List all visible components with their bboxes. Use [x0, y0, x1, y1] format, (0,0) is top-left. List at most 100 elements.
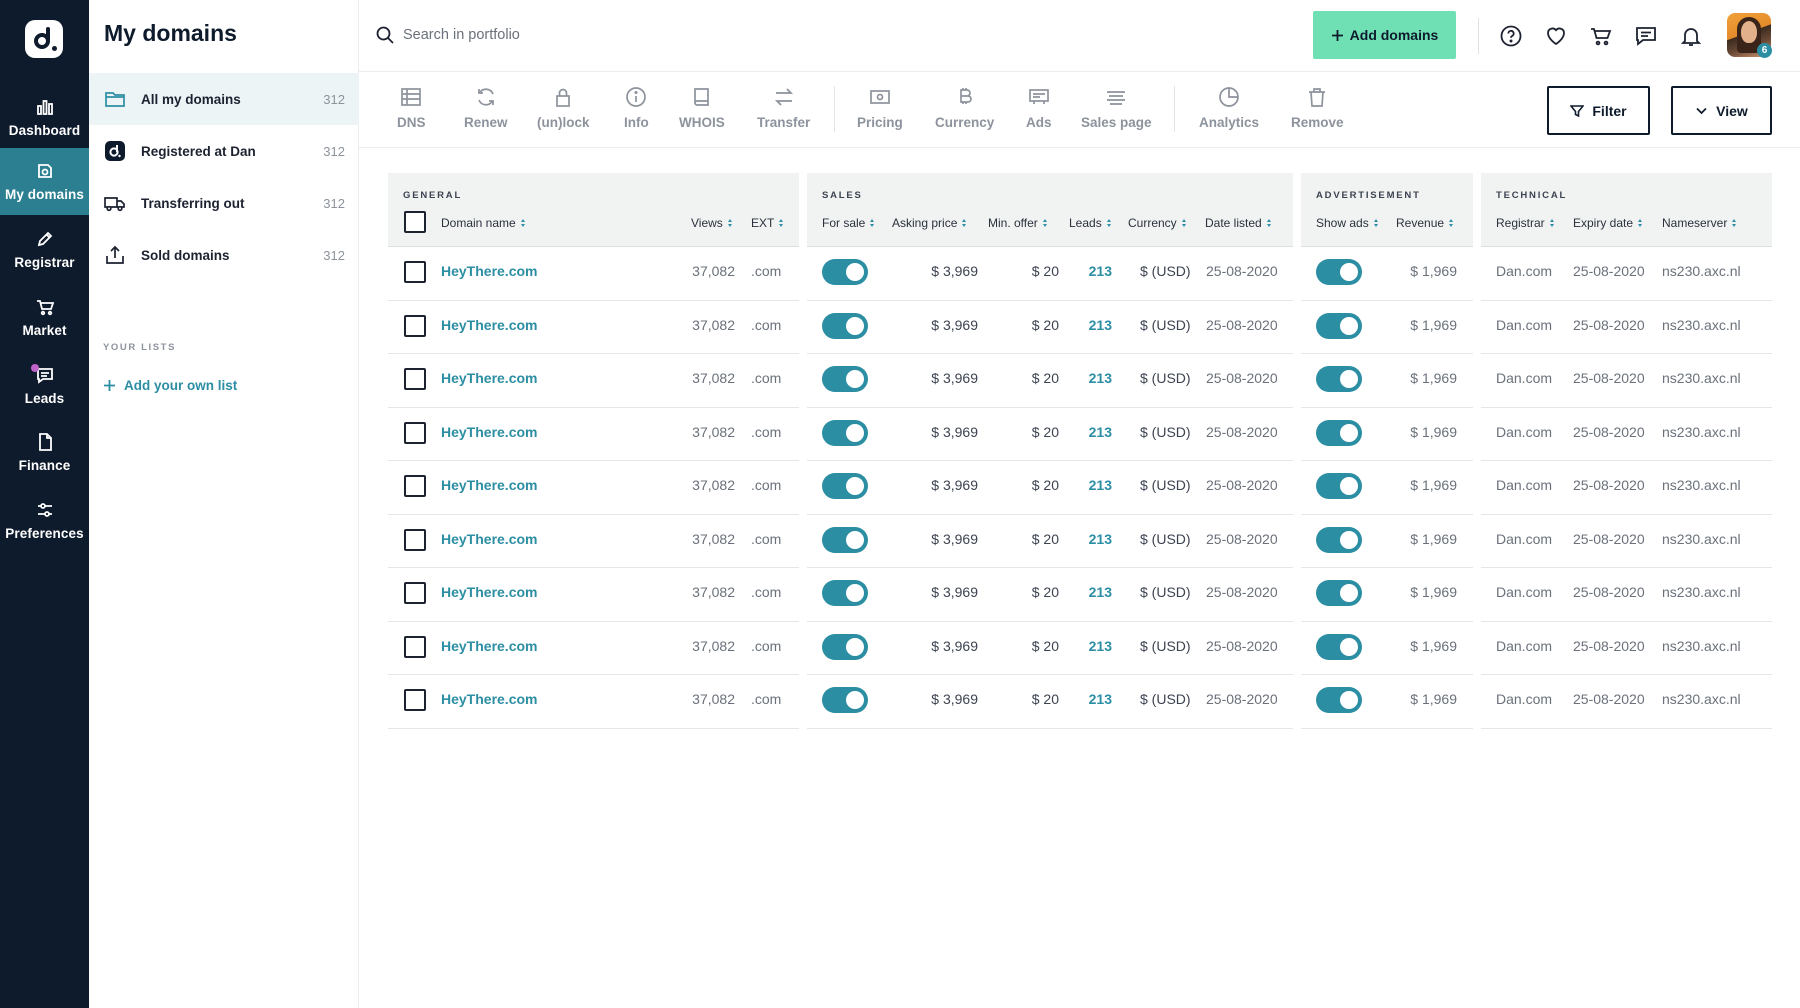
- row-checkbox[interactable]: [404, 582, 426, 604]
- table-row[interactable]: Dan.com 25-08-2020 ns230.axc.nl: [1481, 408, 1772, 461]
- tool-sales-page[interactable]: Sales page: [1081, 86, 1152, 130]
- row-checkbox[interactable]: [404, 368, 426, 390]
- table-row[interactable]: $ 1,969: [1301, 461, 1473, 515]
- rail-item-leads[interactable]: Leads: [0, 352, 89, 419]
- table-row[interactable]: Dan.com 25-08-2020 ns230.axc.nl: [1481, 301, 1772, 354]
- table-row[interactable]: $ 3,969 $ 20 213 $ (USD) 25-08-2020: [807, 675, 1293, 729]
- sidebar-item-sold-domains[interactable]: Sold domains 312: [89, 229, 359, 281]
- rail-item-finance[interactable]: Finance: [0, 419, 89, 486]
- rail-item-preferences[interactable]: Preferences: [0, 487, 89, 554]
- table-row[interactable]: $ 1,969: [1301, 354, 1473, 408]
- sidebar-item-all-domains[interactable]: All my domains 312: [89, 73, 359, 125]
- table-row[interactable]: $ 1,969: [1301, 408, 1473, 461]
- table-row[interactable]: HeyThere.com 37,082 .com: [388, 568, 799, 622]
- row-checkbox[interactable]: [404, 689, 426, 711]
- table-row[interactable]: HeyThere.com 37,082 .com: [388, 301, 799, 354]
- column-min-offer[interactable]: Min. offer: [988, 216, 1048, 230]
- table-row[interactable]: Dan.com 25-08-2020 ns230.axc.nl: [1481, 354, 1772, 408]
- leads-link[interactable]: 213: [1088, 263, 1112, 279]
- column-for-sale[interactable]: For sale: [822, 216, 875, 230]
- table-row[interactable]: Dan.com 25-08-2020 ns230.axc.nl: [1481, 675, 1772, 729]
- leads-link[interactable]: 213: [1088, 637, 1112, 654]
- row-checkbox[interactable]: [404, 314, 426, 337]
- cart-icon[interactable]: [1589, 24, 1613, 48]
- select-all-checkbox[interactable]: [404, 211, 426, 233]
- column-leads[interactable]: Leads: [1069, 216, 1112, 230]
- show-ads-toggle[interactable]: [1316, 419, 1362, 446]
- show-ads-toggle[interactable]: [1316, 259, 1362, 285]
- domain-link[interactable]: HeyThere.com: [441, 263, 538, 279]
- table-row[interactable]: $ 3,969 $ 20 213 $ (USD) 25-08-2020: [807, 247, 1293, 301]
- domain-link[interactable]: HeyThere.com: [441, 370, 538, 386]
- show-ads-toggle[interactable]: [1316, 580, 1362, 606]
- column-domain-name[interactable]: Domain name: [441, 216, 526, 230]
- table-row[interactable]: $ 3,969 $ 20 213 $ (USD) 25-08-2020: [807, 568, 1293, 622]
- table-row[interactable]: Dan.com 25-08-2020 ns230.axc.nl: [1481, 461, 1772, 515]
- row-checkbox[interactable]: [404, 261, 426, 283]
- table-row[interactable]: HeyThere.com 37,082 .com: [388, 354, 799, 408]
- table-row[interactable]: Dan.com 25-08-2020 ns230.axc.nl: [1481, 247, 1772, 301]
- tool-remove[interactable]: Remove: [1291, 86, 1344, 130]
- dan-logo-icon[interactable]: [25, 20, 63, 58]
- table-row[interactable]: $ 3,969 $ 20 213 $ (USD) 25-08-2020: [807, 461, 1293, 515]
- table-row[interactable]: HeyThere.com 37,082 .com: [388, 622, 799, 675]
- table-row[interactable]: $ 1,969: [1301, 568, 1473, 622]
- rail-item-market[interactable]: Market: [0, 284, 89, 351]
- tool-ads[interactable]: Ads: [1026, 86, 1052, 130]
- for-sale-toggle[interactable]: [822, 259, 868, 285]
- domain-link[interactable]: HeyThere.com: [441, 691, 538, 707]
- column-revenue[interactable]: Revenue: [1396, 216, 1454, 230]
- for-sale-toggle[interactable]: [822, 366, 868, 392]
- leads-link[interactable]: 213: [1088, 477, 1112, 493]
- tool-transfer[interactable]: Transfer: [757, 86, 810, 130]
- row-checkbox[interactable]: [404, 528, 426, 551]
- row-checkbox[interactable]: [404, 635, 426, 658]
- help-icon[interactable]: [1499, 24, 1523, 48]
- leads-link[interactable]: 213: [1088, 530, 1112, 547]
- rail-item-registrar[interactable]: Registrar: [0, 216, 89, 283]
- table-row[interactable]: $ 3,969 $ 20 213 $ (USD) 25-08-2020: [807, 408, 1293, 461]
- table-row[interactable]: $ 3,969 $ 20 213 $ (USD) 25-08-2020: [807, 301, 1293, 354]
- for-sale-toggle[interactable]: [822, 419, 868, 446]
- bell-icon[interactable]: [1679, 24, 1703, 48]
- for-sale-toggle[interactable]: [822, 526, 868, 553]
- add-domains-button[interactable]: Add domains: [1313, 11, 1456, 59]
- tool-analytics[interactable]: Analytics: [1199, 86, 1259, 130]
- row-checkbox[interactable]: [404, 475, 426, 497]
- show-ads-toggle[interactable]: [1316, 366, 1362, 392]
- show-ads-toggle[interactable]: [1316, 633, 1362, 660]
- domain-link[interactable]: HeyThere.com: [441, 530, 538, 547]
- add-list-link[interactable]: Add your own list: [103, 374, 237, 396]
- messages-icon[interactable]: [1634, 24, 1658, 48]
- table-row[interactable]: $ 1,969: [1301, 675, 1473, 729]
- table-row[interactable]: Dan.com 25-08-2020 ns230.axc.nl: [1481, 515, 1772, 568]
- for-sale-toggle[interactable]: [822, 580, 868, 606]
- leads-link[interactable]: 213: [1088, 423, 1112, 440]
- column-ext[interactable]: EXT: [751, 216, 784, 230]
- view-button[interactable]: View: [1671, 86, 1772, 135]
- domain-link[interactable]: HeyThere.com: [441, 423, 538, 440]
- show-ads-toggle[interactable]: [1316, 473, 1362, 499]
- sidebar-item-transferring-out[interactable]: Transferring out 312: [89, 177, 359, 229]
- table-row[interactable]: $ 1,969: [1301, 515, 1473, 568]
- table-row[interactable]: $ 3,969 $ 20 213 $ (USD) 25-08-2020: [807, 515, 1293, 568]
- tool-info[interactable]: Info: [624, 86, 649, 130]
- domain-link[interactable]: HeyThere.com: [441, 637, 538, 654]
- show-ads-toggle[interactable]: [1316, 312, 1362, 339]
- tool-unlock[interactable]: (un)lock: [537, 86, 590, 130]
- table-row[interactable]: HeyThere.com 37,082 .com: [388, 675, 799, 729]
- table-row[interactable]: Dan.com 25-08-2020 ns230.axc.nl: [1481, 568, 1772, 622]
- tool-dns[interactable]: DNS: [397, 86, 426, 130]
- domain-link[interactable]: HeyThere.com: [441, 316, 538, 333]
- table-row[interactable]: HeyThere.com 37,082 .com: [388, 515, 799, 568]
- leads-link[interactable]: 213: [1088, 370, 1112, 386]
- table-row[interactable]: $ 3,969 $ 20 213 $ (USD) 25-08-2020: [807, 354, 1293, 408]
- rail-item-my-domains[interactable]: My domains: [0, 148, 89, 215]
- for-sale-toggle[interactable]: [822, 687, 868, 713]
- column-views[interactable]: Views: [691, 216, 733, 230]
- table-row[interactable]: HeyThere.com 37,082 .com: [388, 408, 799, 461]
- row-checkbox[interactable]: [404, 421, 426, 444]
- leads-link[interactable]: 213: [1088, 584, 1112, 600]
- column-expiry-date[interactable]: Expiry date: [1573, 216, 1643, 230]
- show-ads-toggle[interactable]: [1316, 687, 1362, 713]
